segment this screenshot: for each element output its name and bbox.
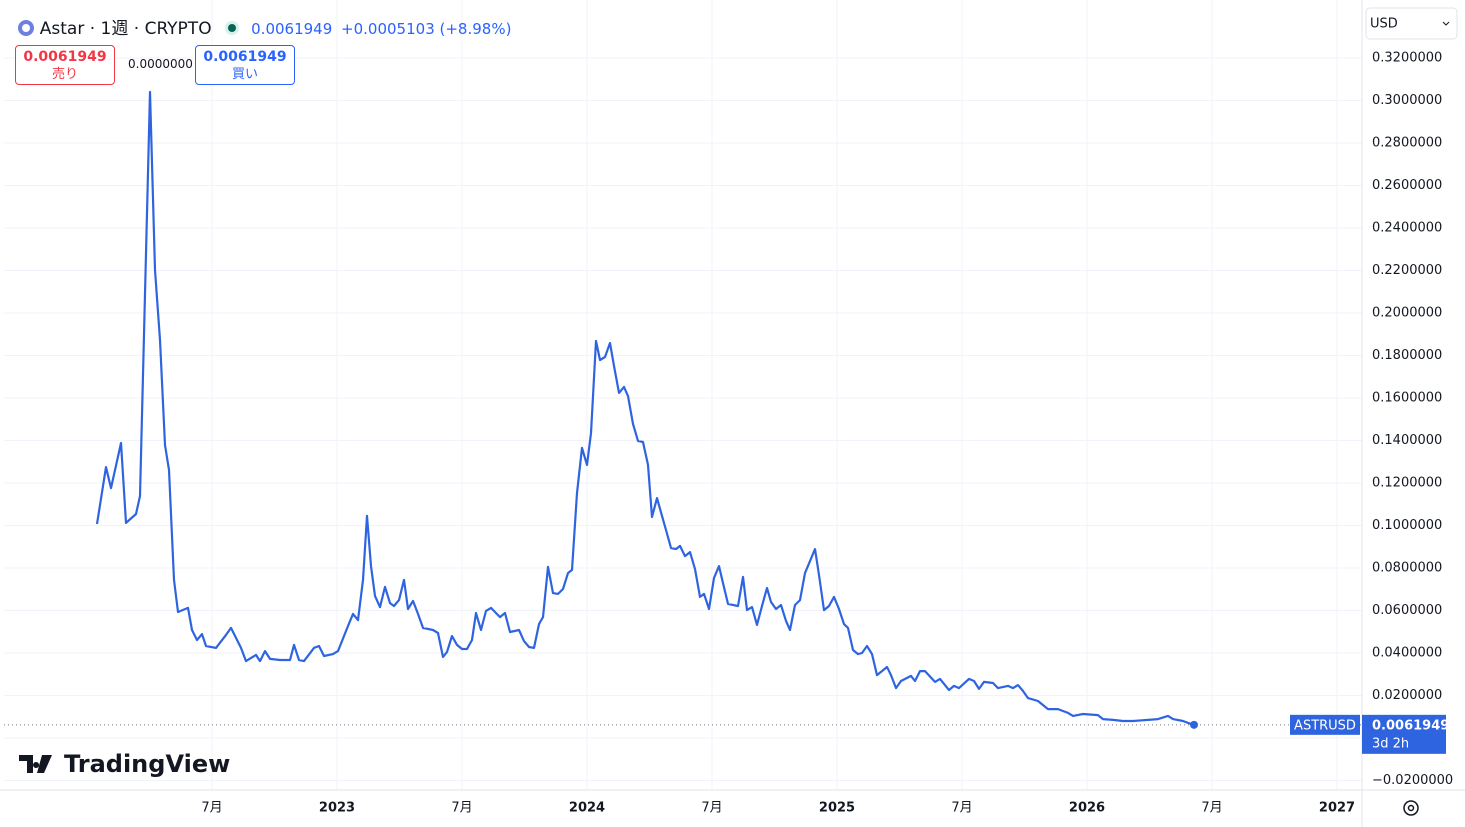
change: +0.0005103 bbox=[341, 20, 435, 38]
x-tick-label: 2023 bbox=[319, 801, 355, 816]
sell-label[interactable]: 売り bbox=[51, 67, 78, 82]
grid bbox=[4, 0, 1362, 790]
y-tick-label: 0.0600000 bbox=[1372, 603, 1442, 618]
currency-box[interactable] bbox=[1365, 7, 1458, 40]
logo: TradingView bbox=[19, 750, 230, 778]
settings-button[interactable] bbox=[1403, 800, 1419, 816]
symbol-tag-label: ASTRUSD bbox=[1294, 718, 1356, 733]
y-tick-label: 0.2600000 bbox=[1372, 178, 1442, 193]
logo-text: TradingView bbox=[64, 750, 230, 778]
currency-select[interactable]: USD bbox=[1365, 7, 1458, 40]
buy-label[interactable]: 買い bbox=[231, 67, 258, 82]
price: 0.0061949 bbox=[251, 20, 333, 38]
symbol-bar: Astar · 1週 · CRYPTO 0.0061949 +0.0005103… bbox=[17, 14, 511, 39]
price-tag bbox=[1362, 714, 1446, 754]
y-tick-label: 0.2200000 bbox=[1372, 263, 1442, 278]
x-tick-label: 7月 bbox=[701, 801, 722, 816]
dropdown-arrow[interactable] bbox=[1442, 21, 1450, 26]
price-tag-value: 0.0061949 bbox=[1372, 718, 1449, 733]
plot bbox=[4, 90, 1362, 729]
y-tick-label: 0.1400000 bbox=[1372, 433, 1442, 448]
x-tick-label: 2027 bbox=[1319, 801, 1355, 816]
logo-icon bbox=[19, 755, 52, 773]
y-tick-label: −0.0200000 bbox=[1372, 773, 1453, 788]
sell-price[interactable]: 0.0061949 bbox=[23, 49, 107, 65]
y-tick-label: 0.1200000 bbox=[1372, 475, 1442, 490]
price-tag-countdown: 3d 2h bbox=[1372, 736, 1409, 751]
y-tick-label: 0.0800000 bbox=[1372, 560, 1442, 575]
x-tick-label: 7月 bbox=[951, 801, 972, 816]
x-tick-label: 7月 bbox=[451, 801, 472, 816]
x-tick-label: 7月 bbox=[1201, 801, 1222, 816]
settings-icon[interactable] bbox=[1403, 800, 1419, 816]
y-tick-label: 0.3000000 bbox=[1372, 93, 1442, 108]
y-tick-label: 0.1000000 bbox=[1372, 518, 1442, 533]
last-point bbox=[1190, 720, 1198, 729]
sell-button[interactable]: 0.0061949 売り bbox=[15, 45, 115, 85]
market-status bbox=[225, 21, 240, 35]
price-line bbox=[95, 90, 1195, 726]
currency-label[interactable]: USD bbox=[1370, 17, 1398, 32]
x-tick-label: 2024 bbox=[569, 801, 605, 816]
spread: 0.0000000 bbox=[128, 57, 193, 71]
x-tick-label: 2026 bbox=[1069, 801, 1105, 816]
y-tick-label: 0.1600000 bbox=[1372, 390, 1442, 405]
symbol-tag bbox=[1290, 714, 1360, 735]
change-percent: (+8.98%) bbox=[439, 20, 512, 38]
y-tick-label: 0.0200000 bbox=[1372, 688, 1442, 703]
y-tick-label: 0.2000000 bbox=[1372, 305, 1442, 320]
settings-icon[interactable] bbox=[1407, 804, 1415, 812]
x-tick-label: 2025 bbox=[819, 801, 855, 816]
buy-price[interactable]: 0.0061949 bbox=[203, 49, 287, 65]
coin-icon bbox=[18, 20, 34, 36]
y-tick-label: 0.2800000 bbox=[1372, 135, 1442, 150]
y-tick-label: 0.1800000 bbox=[1372, 348, 1442, 363]
buy-button[interactable]: 0.0061949 買い bbox=[195, 45, 295, 85]
y-tick-label: 0.0400000 bbox=[1372, 645, 1442, 660]
y-tick-label: 0.3200000 bbox=[1372, 50, 1442, 65]
y-tick-label: 0.2400000 bbox=[1372, 220, 1442, 235]
x-tick-label: 7月 bbox=[201, 801, 222, 816]
symbol-title: Astar · 1週 · CRYPTO bbox=[39, 19, 212, 39]
